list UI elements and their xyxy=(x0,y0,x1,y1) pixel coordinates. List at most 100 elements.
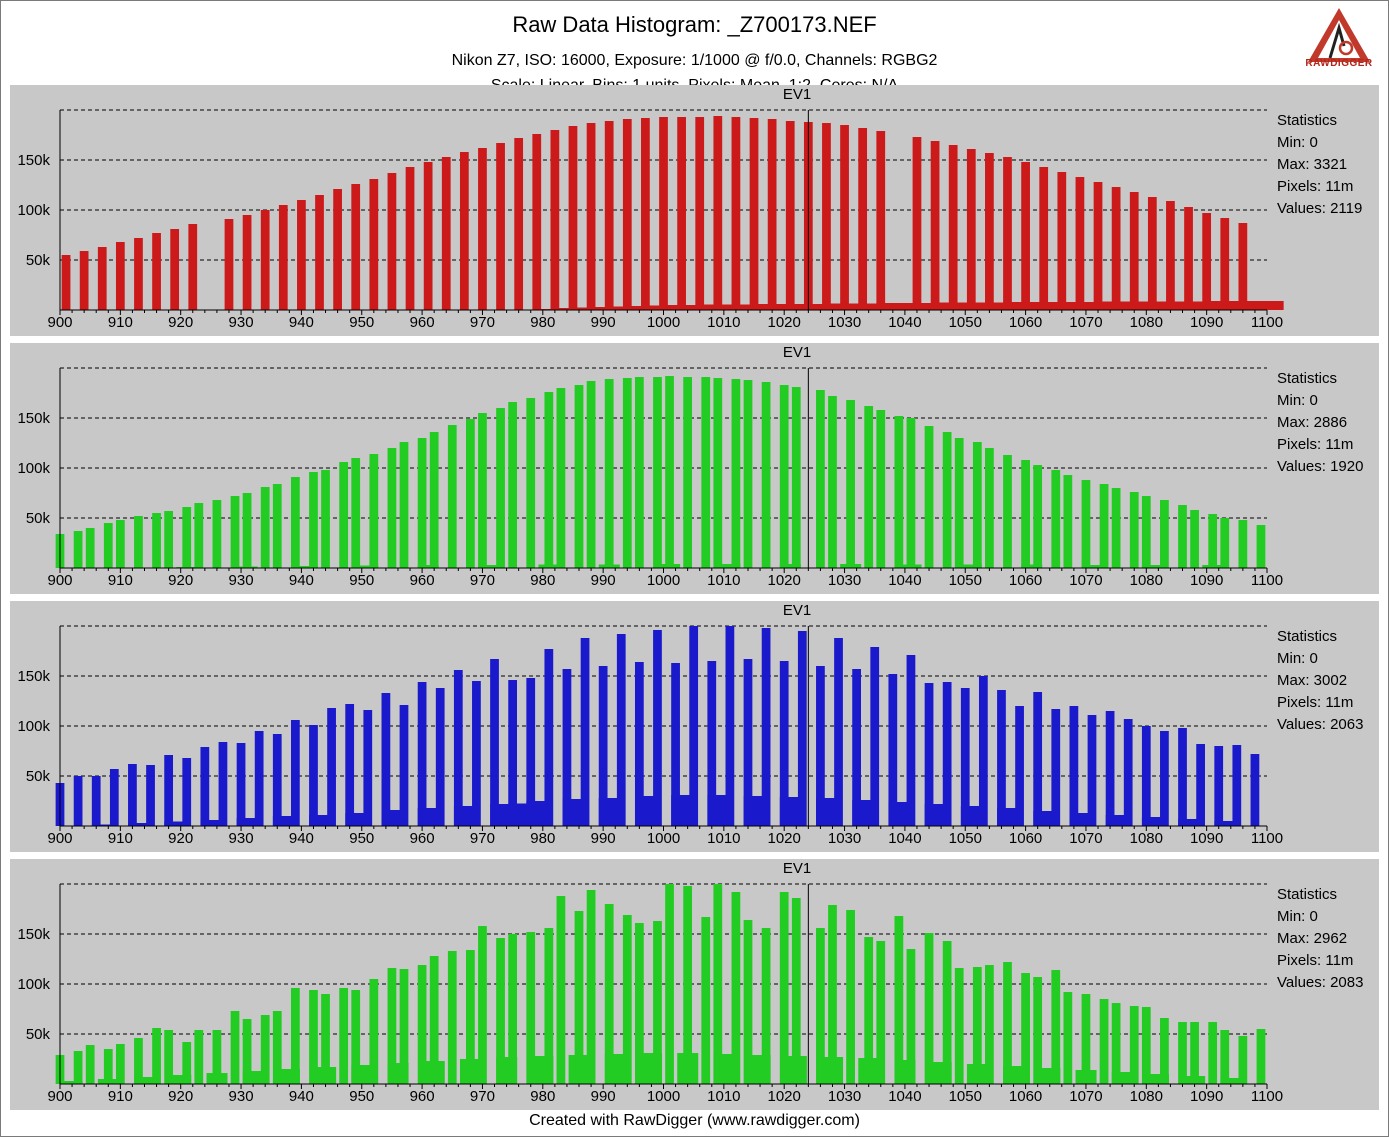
histogram-bar xyxy=(960,688,970,826)
histogram-minor-bar xyxy=(315,1067,337,1084)
histogram-bar xyxy=(622,378,632,568)
histogram-bar xyxy=(1190,1022,1199,1084)
histogram-bar xyxy=(508,680,518,826)
histogram-bar xyxy=(472,681,481,826)
histogram-bar xyxy=(1178,505,1187,568)
histogram-bar xyxy=(1141,1007,1151,1084)
histogram-bar xyxy=(188,224,198,310)
histogram-minor-bar xyxy=(677,1053,699,1084)
histogram-bar xyxy=(170,229,180,310)
x-tick-label: 1040 xyxy=(888,572,921,589)
histogram-bar xyxy=(447,425,457,568)
y-tick-label: 50k xyxy=(26,252,51,269)
histogram-minor-bar xyxy=(701,304,723,310)
histogram-bar xyxy=(272,734,282,826)
histogram-minor-bar xyxy=(809,304,832,310)
histogram-bar xyxy=(701,377,711,568)
histogram-bar xyxy=(985,448,994,568)
x-tick-label: 970 xyxy=(470,1088,495,1105)
histogram-minor-bar xyxy=(719,304,741,310)
histogram-bar xyxy=(858,128,868,310)
x-tick-label: 960 xyxy=(410,572,435,589)
histogram-bar xyxy=(309,472,318,568)
histogram-minor-bar xyxy=(568,1055,590,1084)
histogram-bar xyxy=(948,145,958,310)
stats-box: Statistics Min: 0 Max: 3002 Pixels: 11m … xyxy=(1277,626,1363,736)
histogram-bar xyxy=(417,965,427,1084)
histogram-minor-bar xyxy=(755,304,777,310)
histogram-bar xyxy=(1220,518,1230,568)
histogram-bar xyxy=(1208,514,1218,568)
histogram-bar xyxy=(309,725,318,826)
histogram-minor-bar xyxy=(1226,301,1248,310)
histogram-bar xyxy=(707,661,717,826)
histogram-bar xyxy=(725,626,735,826)
histogram-bar xyxy=(731,379,741,568)
histogram-bar xyxy=(128,764,137,826)
x-tick-label: 1030 xyxy=(828,830,861,847)
panel-title: EV1 xyxy=(782,344,812,361)
chart-subtitle-clipped: Scale: Linear, Bins: 1 units, Pixels: Me… xyxy=(490,77,899,86)
histogram-bar xyxy=(846,400,855,568)
histogram-bar xyxy=(103,1049,113,1084)
histogram-minor-bar xyxy=(1081,302,1103,310)
histogram-bar xyxy=(526,932,536,1084)
histogram-bar xyxy=(351,990,361,1084)
histogram-bar xyxy=(677,117,686,310)
chart-title: Raw Data Histogram: _Z700173.NEF xyxy=(512,12,877,37)
histogram-bar xyxy=(1160,1018,1169,1084)
histogram-bar xyxy=(942,682,952,826)
histogram-minor-bar xyxy=(459,1059,481,1084)
histogram-minor-bar xyxy=(1184,1076,1206,1084)
histogram-bar xyxy=(152,233,161,310)
x-tick-label: 920 xyxy=(168,314,193,331)
stats-min: Min: 0 xyxy=(1277,908,1318,925)
histogram-bar xyxy=(544,392,554,568)
x-tick-label: 920 xyxy=(168,572,193,589)
histogram-minor-bar xyxy=(707,795,729,826)
histogram-bar xyxy=(351,184,361,310)
histogram-bar xyxy=(315,195,324,310)
x-tick-label: 900 xyxy=(47,314,72,331)
histogram-minor-bar xyxy=(556,308,578,310)
y-tick-label: 100k xyxy=(17,718,50,735)
histogram-bar xyxy=(1003,962,1012,1084)
histogram-bar xyxy=(194,503,204,568)
histogram-minor-bar xyxy=(453,806,475,826)
histogram-minor-bar xyxy=(930,1062,952,1084)
x-tick-label: 1030 xyxy=(828,1088,861,1105)
histogram-bar xyxy=(387,968,397,1084)
panel-title: EV1 xyxy=(782,86,812,103)
x-tick-label: 1020 xyxy=(768,1088,801,1105)
histogram-bar xyxy=(212,500,222,568)
histogram-bar xyxy=(1256,1029,1266,1084)
x-tick-label: 940 xyxy=(289,1088,314,1105)
histogram-bar xyxy=(622,915,632,1084)
histogram-bar xyxy=(478,926,487,1084)
histogram-bar xyxy=(701,917,711,1084)
histogram-bar xyxy=(816,666,825,826)
x-tick-label: 960 xyxy=(410,314,435,331)
histogram-bar xyxy=(634,377,644,568)
histogram-bar xyxy=(1208,1022,1218,1084)
x-tick-label: 1090 xyxy=(1190,830,1223,847)
histogram-bar xyxy=(272,1011,282,1084)
histogram-bar xyxy=(1220,1030,1230,1084)
x-tick-label: 1090 xyxy=(1190,1088,1223,1105)
histogram-bar xyxy=(405,167,415,310)
histogram-bar xyxy=(942,432,952,568)
stats-box: Statistics Min: 0 Max: 2962 Pixels: 11m … xyxy=(1277,884,1363,994)
histogram-bar xyxy=(351,458,361,568)
histogram-bar xyxy=(466,419,475,568)
histogram-minor-bar xyxy=(562,799,584,826)
histogram-bar xyxy=(327,708,336,826)
x-tick-label: 900 xyxy=(47,1088,72,1105)
x-tick-label: 950 xyxy=(349,1088,374,1105)
histogram-bar xyxy=(1141,726,1151,826)
histogram-minor-bar xyxy=(345,813,367,826)
x-tick-label: 920 xyxy=(168,1088,193,1105)
histogram-bar xyxy=(1099,999,1109,1084)
histogram-bar xyxy=(1105,711,1115,826)
histogram-bar xyxy=(1003,455,1012,568)
histogram-bar xyxy=(152,513,161,568)
